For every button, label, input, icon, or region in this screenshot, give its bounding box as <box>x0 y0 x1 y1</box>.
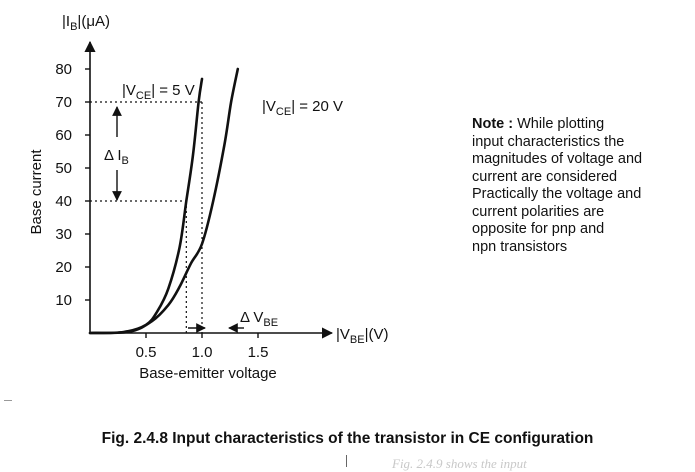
ticks: 10 20 30 40 50 60 70 80 0.5 1.0 1.5 <box>55 61 268 361</box>
delta-vbe-label: Δ VBE <box>240 309 278 329</box>
y-tick-label: 30 <box>55 226 72 243</box>
delta-ib-annotation: Δ IB <box>104 106 129 201</box>
curves <box>88 67 240 335</box>
note-line: current polarities are <box>472 203 605 220</box>
series-label-vce-5v: |VCE| = 5 V <box>122 82 195 102</box>
axes <box>84 40 334 339</box>
y-tick-label: 60 <box>55 127 72 144</box>
x-axis-unit-label: |VBE|(V) <box>336 326 389 346</box>
curve-vce-5v <box>88 77 204 335</box>
note-line: opposite for pnp and <box>472 221 605 237</box>
y-axis-title: Base current <box>28 149 45 235</box>
note-line: input characteristics the <box>472 133 625 150</box>
y-tick-label: 80 <box>55 61 72 78</box>
y-tick-label: 10 <box>55 292 72 309</box>
x-tick-label: 0.5 <box>136 344 157 361</box>
x-axis-title: Base-emitter voltage <box>139 365 277 382</box>
note-box: Note : While plotting input characterist… <box>472 116 682 256</box>
y-tick-label: 50 <box>55 160 72 177</box>
note-line: magnitudes of voltage and <box>472 151 643 167</box>
series-label-vce-20v: |VCE| = 20 V <box>262 98 343 118</box>
y-tick-label: 40 <box>55 193 72 210</box>
y-tick-label: 20 <box>55 259 72 276</box>
delta-ib-label: Δ IB <box>104 147 129 167</box>
y-axis-unit-label: |IB|(μA) <box>62 13 110 33</box>
column-mark <box>346 455 347 467</box>
input-characteristics-chart: |IB|(μA) |VBE|(V) Base current Base-emit… <box>28 13 389 382</box>
x-tick-label: 1.5 <box>248 344 269 361</box>
figure-caption: Fig. 2.4.8 Input characteristics of the … <box>101 430 594 447</box>
guide-lines <box>90 101 203 333</box>
y-tick-label: 70 <box>55 94 72 111</box>
note-title: Note : <box>472 116 514 132</box>
x-tick-label: 1.0 <box>192 344 213 361</box>
note-line: While plotting <box>517 116 605 132</box>
margin-mark <box>4 400 12 401</box>
note-line: npn transistors <box>472 238 568 255</box>
curve-vce-20v <box>88 67 240 335</box>
next-text-fragment: Fig. 2.4.9 shows the input <box>392 456 527 471</box>
note-line: Practically the voltage and <box>472 186 642 202</box>
note-line: current are considered <box>472 168 618 185</box>
delta-vbe-annotation: Δ VBE <box>188 309 278 333</box>
